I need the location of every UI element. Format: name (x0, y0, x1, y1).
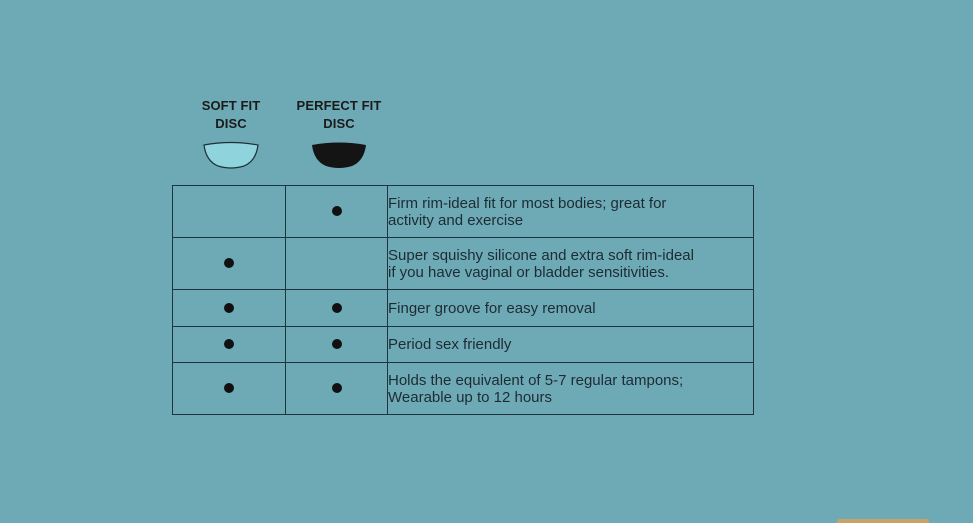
corner-tab[interactable] (837, 519, 929, 523)
soft-fit-cell (172, 326, 286, 363)
soft-fit-cell (172, 362, 286, 415)
feature-description: Super squishy silicone and extra soft ri… (387, 237, 754, 290)
column-header-line: SOFT FIT (201, 98, 261, 113)
feature-text-line: Period sex friendly (388, 336, 512, 353)
column-header-perfect-fit-disc: PERFECT FIT DISC (283, 97, 395, 133)
table-row: Finger groove for easy removal (172, 289, 754, 327)
soft-fit-cell (172, 185, 286, 238)
perfect-fit-cell (285, 289, 388, 327)
bullet-dot (224, 383, 234, 394)
bullet-dot (224, 302, 234, 313)
bullet-dot (331, 302, 342, 313)
column-header-soft-fit-disc: SOFT FIT DISC (173, 97, 289, 133)
perfect-fit-disc-icon (312, 142, 366, 168)
perfect-fit-cell (285, 237, 388, 290)
perfect-fit-cell (285, 185, 388, 238)
feature-description: Holds the equivalent of 5-7 regular tamp… (387, 362, 754, 415)
feature-text-line: if you have vaginal or bladder sensitivi… (388, 263, 669, 281)
column-header-line: PERFECT FIT (296, 98, 382, 113)
table-row: Firm rim-ideal fit for most bodies; grea… (172, 185, 754, 238)
table-row: Super squishy silicone and extra soft ri… (172, 237, 754, 290)
soft-fit-cell (172, 237, 286, 290)
bullet-dot (331, 339, 342, 350)
feature-text-line: Finger groove for easy removal (388, 299, 596, 317)
soft-fit-disc-icon (203, 141, 259, 169)
feature-text-line: Super squishy silicone and extra soft ri… (388, 246, 694, 264)
feature-text-line: activity and exercise (388, 211, 524, 229)
perfect-fit-cell (285, 362, 388, 415)
bullet-dot (331, 206, 342, 217)
soft-fit-cell (172, 289, 286, 327)
feature-description: Finger groove for easy removal (387, 289, 754, 327)
table-row: Period sex friendly (172, 326, 754, 363)
column-header-line: DISC (215, 116, 247, 131)
feature-description: Period sex friendly (387, 326, 754, 363)
perfect-fit-cell (285, 326, 388, 363)
feature-text-line: Firm rim-ideal fit for most bodies; grea… (388, 194, 667, 212)
bullet-dot (224, 258, 234, 269)
column-header-line: DISC (323, 116, 355, 131)
feature-text-line: Holds the equivalent of 5-7 regular tamp… (388, 371, 684, 389)
bullet-dot (331, 383, 342, 394)
feature-description: Firm rim-ideal fit for most bodies; grea… (387, 185, 754, 238)
table-row: Holds the equivalent of 5-7 regular tamp… (172, 362, 754, 415)
comparison-table: Firm rim-ideal fit for most bodies; grea… (172, 185, 754, 415)
bullet-dot (224, 339, 234, 350)
feature-text-line: Wearable up to 12 hours (388, 388, 552, 406)
